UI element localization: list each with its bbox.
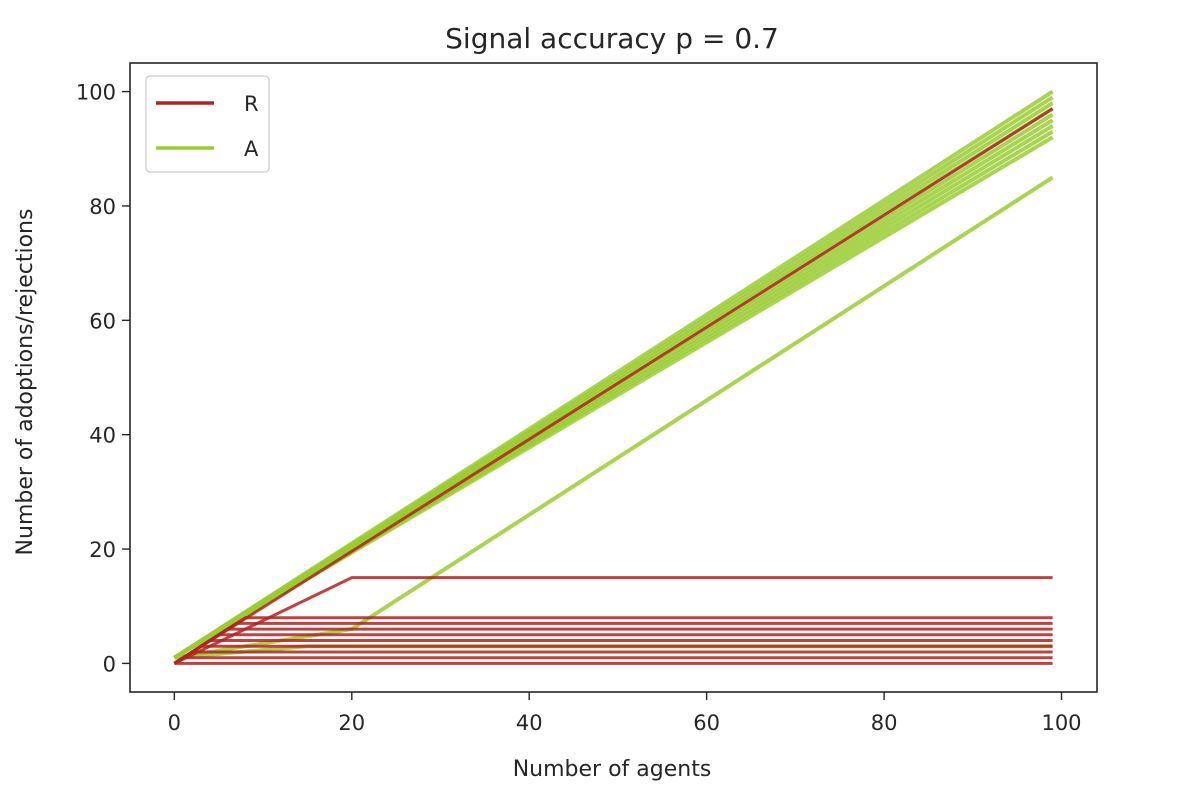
series-r-run-0	[173, 107, 1054, 665]
y-tick-label: 60	[89, 309, 116, 333]
x-tick-label: 40	[516, 711, 543, 735]
y-axis-label: Number of adoptions/rejections	[13, 209, 38, 556]
y-tick-label: 100	[76, 81, 116, 105]
y-tick-label: 40	[89, 424, 116, 448]
series-r-run-7	[173, 644, 1053, 665]
legend-label-a: A	[244, 137, 259, 161]
legend-label-r: R	[244, 92, 259, 116]
x-tick-label: 0	[168, 711, 181, 735]
x-tick-label: 80	[871, 711, 898, 735]
x-axis-label: Number of agents	[513, 757, 712, 782]
series-r-run-9	[173, 656, 1053, 665]
x-axis: 0 20 40 60 80 100	[168, 692, 1082, 735]
x-tick-label: 100	[1041, 711, 1081, 735]
series-a-run-9	[174, 175, 1054, 660]
y-tick-label: 20	[89, 538, 116, 562]
x-tick-label: 20	[338, 711, 365, 735]
y-axis: 0 20 40 60 80 100	[76, 81, 130, 676]
plot-area	[173, 89, 1054, 665]
y-tick-label: 0	[103, 652, 116, 676]
y-tick-label: 80	[89, 195, 116, 219]
axes-frame	[129, 62, 1098, 693]
chart-title: Signal accuracy p = 0.7	[445, 22, 779, 55]
legend: R A	[145, 75, 270, 173]
x-tick-label: 60	[693, 711, 720, 735]
